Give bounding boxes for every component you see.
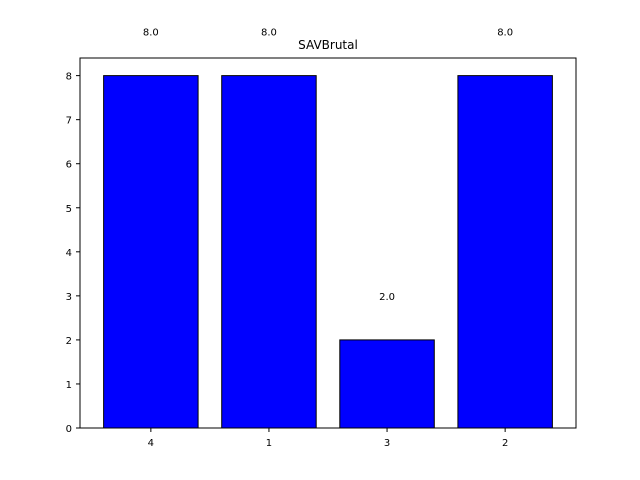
y-tick-label-4: 4	[66, 248, 72, 259]
bar-4	[103, 75, 199, 429]
y-tick-label-6: 6	[66, 160, 72, 171]
bars-group	[103, 75, 553, 429]
bar-value-label-4: 8.0	[143, 28, 159, 39]
y-axis-ticks: 0 1 2 3 4 5 6 7 8	[66, 72, 80, 435]
x-tick-label-1: 1	[266, 438, 272, 449]
y-tick-label-5: 5	[66, 204, 72, 215]
bar-3	[339, 339, 435, 429]
axes-frame	[79, 57, 577, 429]
y-tick-label-7: 7	[66, 116, 72, 127]
bar-value-label-2: 8.0	[497, 28, 513, 39]
bar-value-label-3: 2.0	[379, 292, 395, 303]
y-tick-label-3: 3	[66, 292, 72, 303]
y-tick-label-8: 8	[66, 72, 72, 83]
bar-1	[221, 75, 317, 429]
x-tick-label-4: 4	[148, 438, 154, 449]
bar-2	[457, 75, 553, 429]
x-axis-ticks: 4 1 3 2	[148, 428, 508, 449]
y-tick-label-1: 1	[66, 380, 72, 391]
chart-title: SAVBrutal	[298, 38, 358, 52]
x-tick-label-3: 3	[384, 438, 390, 449]
x-tick-label-2: 2	[502, 438, 508, 449]
value-labels-group: 8.0 8.0 2.0 8.0	[143, 28, 513, 303]
y-tick-label-0: 0	[66, 424, 72, 435]
y-tick-label-2: 2	[66, 336, 72, 347]
bar-value-label-1: 8.0	[261, 28, 277, 39]
